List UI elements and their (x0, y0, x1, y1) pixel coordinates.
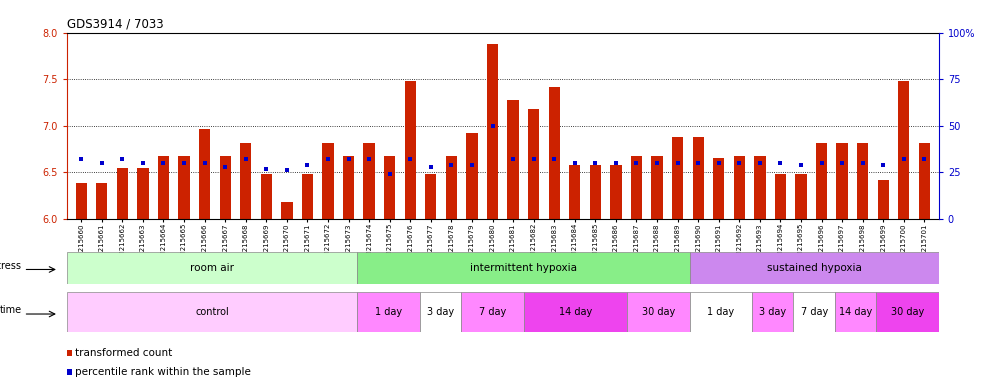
Bar (795, 174, 807, 219)
Bar (138, 168, 148, 219)
Bar (487, 44, 498, 219)
Bar (507, 100, 519, 219)
Bar (919, 142, 930, 219)
Bar (240, 142, 252, 219)
Bar (445, 156, 457, 219)
Bar (466, 133, 478, 219)
Text: percentile rank within the sample: percentile rank within the sample (76, 367, 252, 377)
Text: 30 day: 30 day (642, 307, 675, 317)
Bar (117, 168, 128, 219)
Bar (67, 252, 358, 284)
Bar (405, 81, 416, 219)
Bar (426, 174, 436, 219)
Text: sustained hypoxia: sustained hypoxia (767, 263, 862, 273)
Bar (178, 156, 190, 219)
Bar (67, 292, 358, 332)
Bar (878, 180, 889, 219)
Bar (364, 142, 375, 219)
Bar (793, 292, 835, 332)
Bar (343, 156, 354, 219)
Bar (631, 156, 642, 219)
Text: 3 day: 3 day (427, 307, 454, 317)
Bar (754, 156, 766, 219)
Text: transformed count: transformed count (76, 348, 173, 358)
Text: room air: room air (190, 263, 234, 273)
Bar (652, 156, 663, 219)
Bar (219, 156, 231, 219)
Text: 1 day: 1 day (376, 307, 402, 317)
Bar (524, 292, 627, 332)
Bar (816, 142, 828, 219)
Bar (281, 202, 293, 219)
Text: 3 day: 3 day (759, 307, 786, 317)
Bar (528, 109, 540, 219)
Bar (775, 174, 786, 219)
Bar (733, 156, 745, 219)
Bar (692, 137, 704, 219)
Bar (590, 165, 601, 219)
Bar (96, 184, 107, 219)
Text: 14 day: 14 day (839, 307, 872, 317)
Bar (835, 292, 877, 332)
Text: 14 day: 14 day (559, 307, 592, 317)
Bar (569, 165, 580, 219)
Bar (358, 292, 420, 332)
Bar (384, 156, 395, 219)
Bar (260, 174, 272, 219)
Bar (898, 81, 909, 219)
Bar (358, 252, 690, 284)
Bar (627, 292, 690, 332)
Bar (877, 292, 939, 332)
Bar (76, 184, 87, 219)
Bar (549, 87, 560, 219)
Text: GDS3914 / 7033: GDS3914 / 7033 (67, 17, 163, 30)
Bar (199, 129, 210, 219)
Bar (690, 252, 939, 284)
Bar (837, 142, 847, 219)
Bar (672, 137, 683, 219)
Text: time: time (0, 305, 22, 315)
Bar (690, 292, 752, 332)
Text: 1 day: 1 day (707, 307, 734, 317)
Text: stress: stress (0, 261, 22, 271)
Text: intermittent hypoxia: intermittent hypoxia (470, 263, 577, 273)
Bar (752, 292, 793, 332)
Bar (302, 174, 314, 219)
Bar (420, 292, 461, 332)
Text: 7 day: 7 day (800, 307, 828, 317)
Text: control: control (196, 307, 229, 317)
Text: 7 day: 7 day (479, 307, 506, 317)
Bar (610, 165, 621, 219)
Text: 30 day: 30 day (891, 307, 924, 317)
Bar (322, 142, 333, 219)
Bar (713, 158, 724, 219)
Bar (857, 142, 868, 219)
Bar (158, 156, 169, 219)
Bar (461, 292, 524, 332)
